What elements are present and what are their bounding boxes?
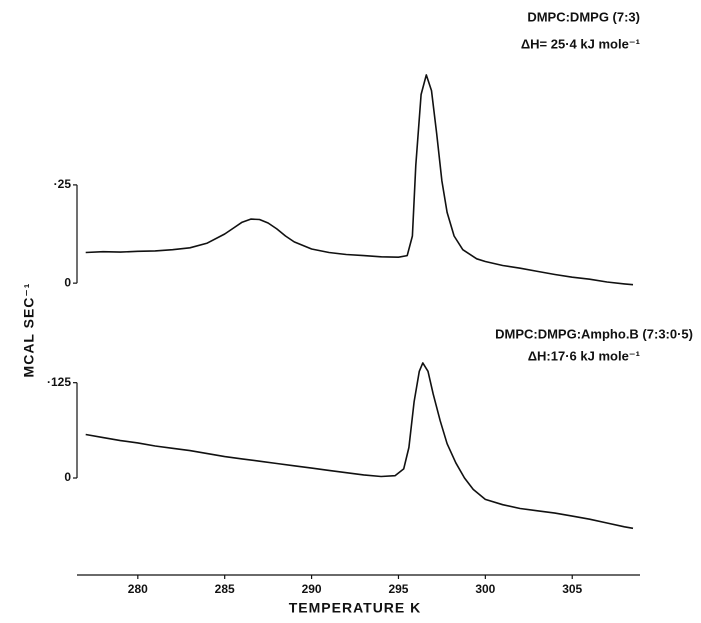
annotation: ΔH= 25·4 kJ mole⁻¹	[521, 36, 640, 51]
x-tick-label: 280	[128, 582, 148, 596]
y-tick-label: ·25	[54, 177, 72, 191]
annotation: ΔH:17·6 kJ mole⁻¹	[528, 348, 640, 363]
y-tick-label: 0	[64, 275, 71, 289]
y-tick-label: 0	[64, 470, 71, 484]
x-tick-label: 300	[475, 582, 495, 596]
annotation: DMPC:DMPG (7:3)	[527, 9, 640, 24]
x-tick-label: 295	[388, 582, 408, 596]
x-tick-label: 285	[215, 582, 235, 596]
data-line	[85, 362, 634, 530]
y-axis-label: MCAL SEC⁻¹	[21, 283, 37, 378]
y-tick-label: ·125	[47, 375, 71, 389]
x-tick-label: 290	[302, 582, 322, 596]
annotation: DMPC:DMPG:Ampho.B (7:3:0·5)	[495, 326, 693, 341]
data-line	[85, 74, 634, 286]
x-tick-label: 305	[562, 582, 582, 596]
x-axis-label: TEMPERATURE K	[289, 600, 422, 616]
